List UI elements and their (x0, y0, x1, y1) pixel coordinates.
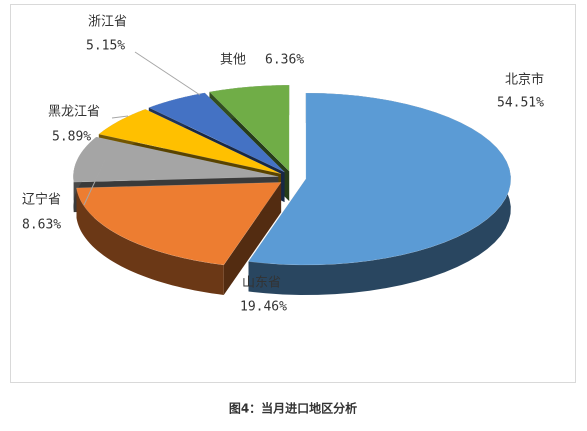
value-label: 8.63% (22, 218, 61, 233)
slice-top (76, 182, 282, 266)
slice-top (208, 84, 290, 172)
figure-caption: 图4：当月进口地区分析 (229, 401, 357, 416)
slice-side (76, 187, 224, 295)
category-label: 北京市 (505, 72, 544, 88)
category-label: 辽宁省 (22, 192, 61, 208)
category-label: 浙江省 (88, 15, 127, 30)
category-label: 山东省 (242, 276, 281, 291)
slice-top (248, 92, 512, 266)
slice-top (73, 136, 279, 183)
leader-line (83, 159, 106, 206)
labels: 北京市 54.51% 山东省 19.46% 辽宁省 8.63% 黑龙江省 5.89% 浙江省 5.… (22, 15, 544, 315)
value-label: 6.36% (265, 53, 304, 68)
slice (76, 182, 282, 295)
value-label: 5.89% (52, 130, 91, 145)
leader-line (134, 51, 201, 96)
value-label: 5.15% (86, 39, 125, 54)
slice-top (148, 92, 285, 173)
category-label: 黑龙江省 (48, 105, 100, 120)
value-label: 54.51% (497, 96, 544, 111)
slice-top (98, 108, 282, 174)
category-label: 其他 (220, 53, 246, 68)
slice (248, 92, 512, 295)
value-label: 19.46% (240, 300, 287, 315)
pie (73, 84, 512, 295)
leader-line (111, 115, 129, 119)
